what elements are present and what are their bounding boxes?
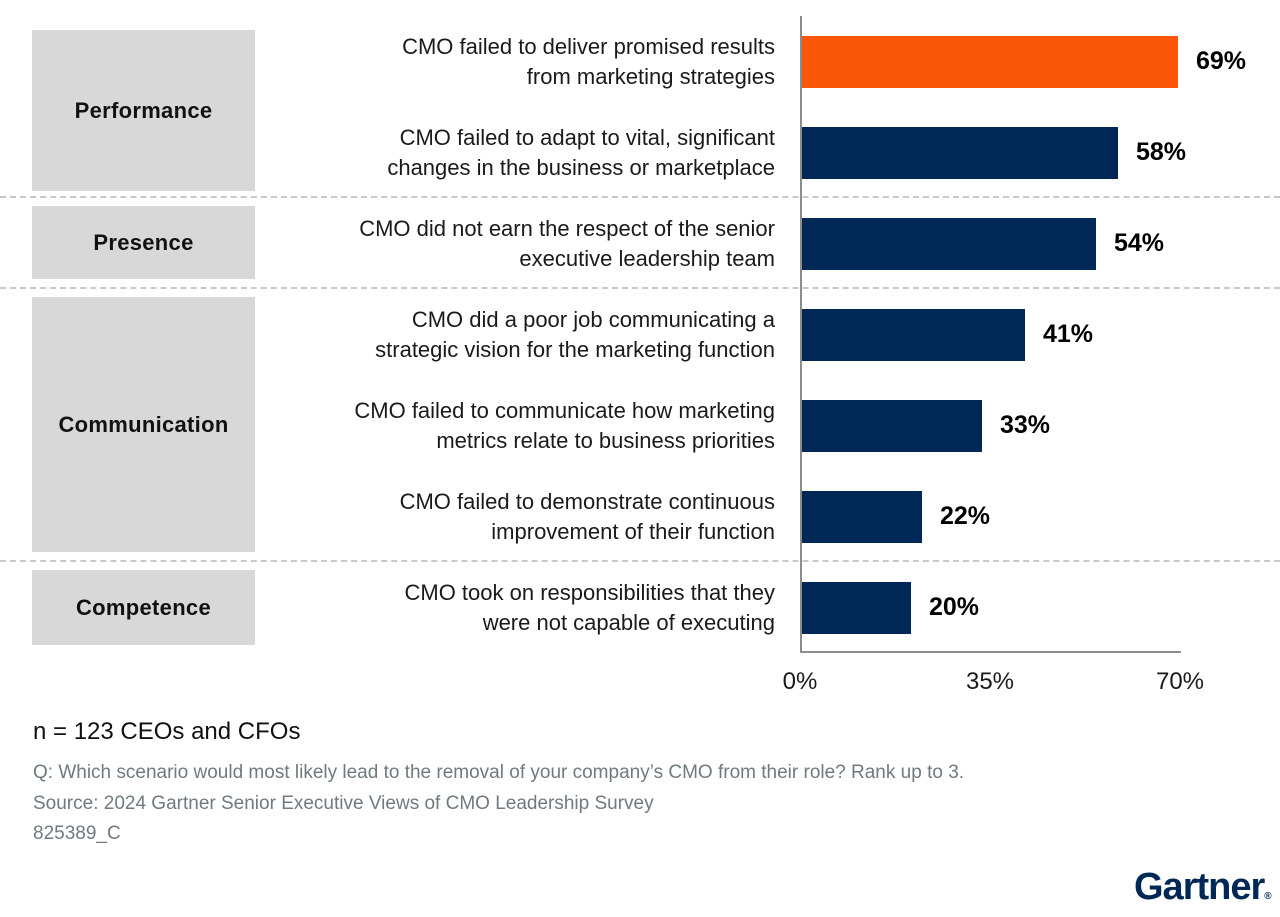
x-tick-0: 0% (782, 668, 818, 695)
bar-row: CMO did not earn the respect of the seni… (0, 198, 1280, 289)
bar-description-line: from marketing strategies (526, 63, 775, 89)
category-box: Presence (32, 206, 255, 279)
category-label: Performance (74, 97, 213, 123)
value-label: 58% (1136, 138, 1187, 166)
bar-track: 22% (775, 490, 1280, 543)
data-bar (802, 490, 922, 543)
bar-description: CMO failed to communicate how marketing m… (240, 396, 775, 456)
data-bar (802, 308, 1025, 361)
bar-row: CMO failed to deliver promised results fr… (0, 16, 1280, 107)
bar-description-line: changes in the business or marketplace (387, 154, 775, 180)
value-label: 41% (1043, 320, 1094, 348)
category-box: Competence (32, 570, 255, 645)
bar-description: CMO did a poor job communicating a strate… (240, 305, 775, 365)
y-axis-line (800, 16, 802, 653)
bar-description-line: CMO did a poor job communicating a (411, 306, 775, 332)
bar-description-line: CMO took on responsibilities that they (404, 579, 775, 605)
bar-row: CMO failed to demonstrate continuous impr… (0, 471, 1280, 562)
gartner-logo: Gartner® (1134, 866, 1272, 909)
bar-track: 54% (775, 217, 1280, 270)
bar-track: 33% (775, 399, 1280, 452)
data-bar (802, 581, 911, 634)
category-box: Performance (32, 30, 255, 191)
bar-description-line: strategic vision for the marketing funct… (375, 336, 775, 362)
bar-description-line: metrics relate to business priorities (436, 427, 775, 453)
category-box: Communication (32, 297, 255, 552)
x-tick-35: 35% (965, 668, 1015, 695)
registered-trademark-icon: ® (1264, 891, 1272, 902)
x-axis-line (800, 651, 1181, 653)
bar-description: CMO failed to adapt to vital, significan… (240, 123, 775, 183)
bar-description-line: CMO did not earn the respect of the seni… (359, 215, 775, 241)
bar-row: CMO failed to adapt to vital, significan… (0, 107, 1280, 198)
x-tick-70: 70% (1155, 668, 1205, 695)
value-label: 54% (1114, 229, 1165, 257)
bar-description-line: improvement of their function (491, 518, 775, 544)
bar-description-line: executive leadership team (519, 245, 775, 271)
chart-groups: Performance CMO failed to deliver promise… (0, 16, 1280, 653)
data-bar (802, 399, 982, 452)
bar-description-line: CMO failed to communicate how marketing (354, 397, 775, 423)
bar-description: CMO failed to demonstrate continuous impr… (240, 487, 775, 547)
category-group: Performance CMO failed to deliver promise… (0, 16, 1280, 198)
bar-description-line: CMO failed to demonstrate continuous (399, 488, 775, 514)
category-group: Communication CMO did a poor job communic… (0, 289, 1280, 562)
sample-size-note: n = 123 CEOs and CFOs (33, 718, 301, 745)
bar-description: CMO did not earn the respect of the seni… (240, 214, 775, 274)
value-label: 22% (940, 502, 991, 530)
bar-chart: Performance CMO failed to deliver promise… (0, 16, 1280, 653)
survey-question: Q: Which scenario would most likely lead… (33, 762, 965, 783)
bar-description: CMO failed to deliver promised results fr… (240, 32, 775, 92)
bar-description-line: CMO failed to deliver promised results (402, 33, 775, 59)
category-label: Communication (58, 411, 229, 437)
bar-track: 20% (775, 581, 1280, 634)
bar-description-line: were not capable of executing (482, 609, 775, 635)
bar-track: 58% (775, 126, 1280, 179)
bar-row: CMO failed to communicate how marketing m… (0, 380, 1280, 471)
gartner-logo-text: Gartner (1134, 866, 1265, 908)
data-bar (802, 35, 1178, 88)
bar-row: CMO took on responsibilities that they we… (0, 562, 1280, 653)
bar-description: CMO took on responsibilities that they we… (240, 578, 775, 638)
data-bar (802, 126, 1118, 179)
value-label: 20% (929, 593, 980, 621)
bar-track: 69% (775, 35, 1280, 88)
source-note: Source: 2024 Gartner Senior Executive Vi… (33, 793, 654, 814)
bar-row: CMO did a poor job communicating a strate… (0, 289, 1280, 380)
category-group: Presence CMO did not earn the respect of … (0, 198, 1280, 289)
data-bar (802, 217, 1096, 270)
bar-description-line: CMO failed to adapt to vital, significan… (399, 124, 775, 150)
category-group: Competence CMO took on responsibilities t… (0, 562, 1280, 653)
bar-track: 41% (775, 308, 1280, 361)
value-label: 69% (1196, 47, 1247, 75)
category-label: Presence (93, 229, 194, 255)
category-label: Competence (75, 594, 212, 620)
document-code: 825389_C (33, 823, 121, 844)
value-label: 33% (1000, 411, 1051, 439)
